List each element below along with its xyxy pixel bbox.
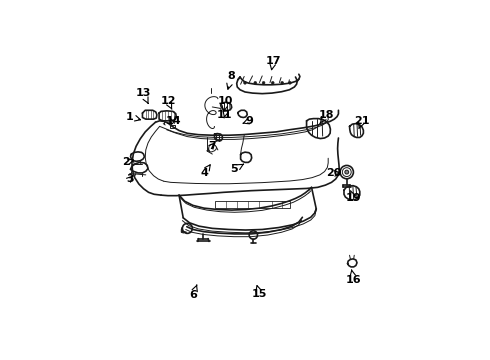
- Text: 15: 15: [252, 285, 267, 299]
- Text: 3: 3: [126, 174, 133, 184]
- Text: 7: 7: [208, 141, 216, 151]
- Text: 16: 16: [346, 270, 362, 285]
- Text: 6: 6: [189, 285, 197, 301]
- Text: 18: 18: [318, 110, 334, 123]
- Text: 21: 21: [354, 116, 370, 129]
- Text: 10: 10: [218, 96, 233, 112]
- Text: 4: 4: [200, 165, 210, 179]
- Text: 8: 8: [227, 72, 236, 89]
- Circle shape: [345, 170, 349, 174]
- Circle shape: [271, 81, 274, 84]
- Text: 17: 17: [266, 56, 281, 70]
- Text: 9: 9: [243, 116, 254, 126]
- Circle shape: [289, 81, 292, 84]
- Text: 13: 13: [135, 88, 151, 104]
- Circle shape: [262, 81, 265, 84]
- Circle shape: [340, 166, 353, 179]
- Text: 20: 20: [327, 168, 342, 179]
- Circle shape: [343, 168, 351, 176]
- Text: 19: 19: [346, 190, 362, 203]
- Circle shape: [281, 81, 284, 84]
- Text: 5: 5: [231, 164, 244, 174]
- Bar: [215, 201, 290, 208]
- Circle shape: [244, 81, 246, 84]
- Text: 1: 1: [125, 112, 141, 122]
- Circle shape: [254, 81, 257, 84]
- Text: 14: 14: [166, 116, 181, 126]
- Text: 12: 12: [160, 96, 176, 109]
- Bar: [170, 125, 175, 128]
- Text: 11: 11: [217, 110, 233, 120]
- Text: 2: 2: [122, 157, 133, 167]
